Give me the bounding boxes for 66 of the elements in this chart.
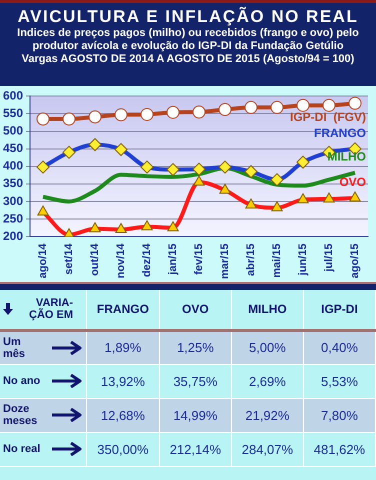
text: 212,14%	[170, 442, 222, 456]
y-tick-label: 200	[2, 228, 24, 243]
point	[270, 100, 284, 114]
text: 5,53%	[321, 374, 358, 388]
series-label: FRANGO	[314, 126, 366, 140]
text: OVO	[182, 302, 209, 316]
x-tick-label: abr/15	[245, 244, 258, 276]
y-tick-label: 350	[2, 176, 24, 190]
x-tick-label: set/14	[63, 242, 76, 275]
point	[192, 105, 206, 118]
text: 481,62%	[314, 442, 366, 456]
point	[166, 106, 180, 119]
series-label: IGP-DI (FGV)	[290, 110, 366, 124]
x-tick-label: ago/14	[37, 242, 50, 278]
point	[140, 108, 154, 121]
x-tick-label: out/14	[89, 242, 102, 276]
text: 12,68%	[100, 408, 145, 422]
text: MILHO	[248, 302, 287, 316]
text: Um mês	[3, 336, 26, 360]
x-tick-label: mai/15	[271, 244, 284, 278]
x-tick-label: jun/15	[297, 244, 310, 276]
y-tick-label: 250	[2, 211, 24, 226]
text: 350,00%	[97, 442, 149, 456]
text: IGP-DI	[321, 302, 358, 316]
point	[114, 108, 128, 122]
y-tick-label: 450	[2, 141, 24, 156]
y-tick-label: 300	[2, 194, 24, 208]
text: 5,00%	[248, 340, 286, 355]
point	[244, 100, 258, 114]
point	[348, 96, 362, 110]
y-tick-label: 500	[2, 124, 24, 138]
chart-subtitle: Indices de preços pagos (milho) ou recebidos (frango e ovo) pelo produtor avícola e evolução do IGP-DI da Fundação Getúlio Vargas AGOSTO DE 2014 A AGOSTO DE 2015 (Agosto/94 = 100)	[16, 27, 360, 66]
x-tick-label: jan/15	[167, 244, 180, 276]
point	[322, 98, 336, 112]
text: No ano	[3, 375, 42, 387]
text: 13,92%	[100, 374, 145, 388]
point	[88, 110, 102, 124]
point	[218, 103, 232, 116]
point	[36, 112, 50, 126]
series-label: OVO	[339, 174, 366, 189]
x-tick-label: dez/14	[141, 242, 154, 278]
text: 0,40%	[321, 340, 358, 355]
text: No real	[3, 443, 42, 455]
text: 1,25%	[176, 340, 214, 355]
point	[296, 98, 310, 112]
point	[62, 112, 76, 126]
text: 14,99%	[173, 408, 218, 422]
x-tick-label: fev/15	[193, 244, 206, 275]
text: 35,75%	[173, 374, 218, 388]
text: 2,69%	[248, 374, 286, 388]
x-tick-label: mar/15	[219, 244, 232, 280]
y-tick-label: 550	[2, 106, 24, 120]
text: Doze meses	[3, 403, 38, 427]
text: FRANGO	[96, 302, 149, 316]
y-tick-label: 600	[2, 88, 24, 103]
x-tick-label: nov/14	[115, 242, 128, 278]
x-tick-label: jul/15	[323, 244, 336, 273]
text: 1,89%	[104, 340, 142, 355]
y-tick-label: 400	[2, 158, 24, 173]
text: 21,92%	[245, 408, 290, 422]
text: 284,07%	[242, 442, 294, 456]
text: VARIA-ÇÃO EM	[28, 297, 73, 322]
text: 7,80%	[321, 408, 358, 422]
x-tick-label: ago/15	[349, 244, 362, 278]
chart-title: AVICULTURA E INFLAÇÃO NO REAL	[16, 7, 360, 27]
series-label: MILHO	[327, 150, 366, 164]
